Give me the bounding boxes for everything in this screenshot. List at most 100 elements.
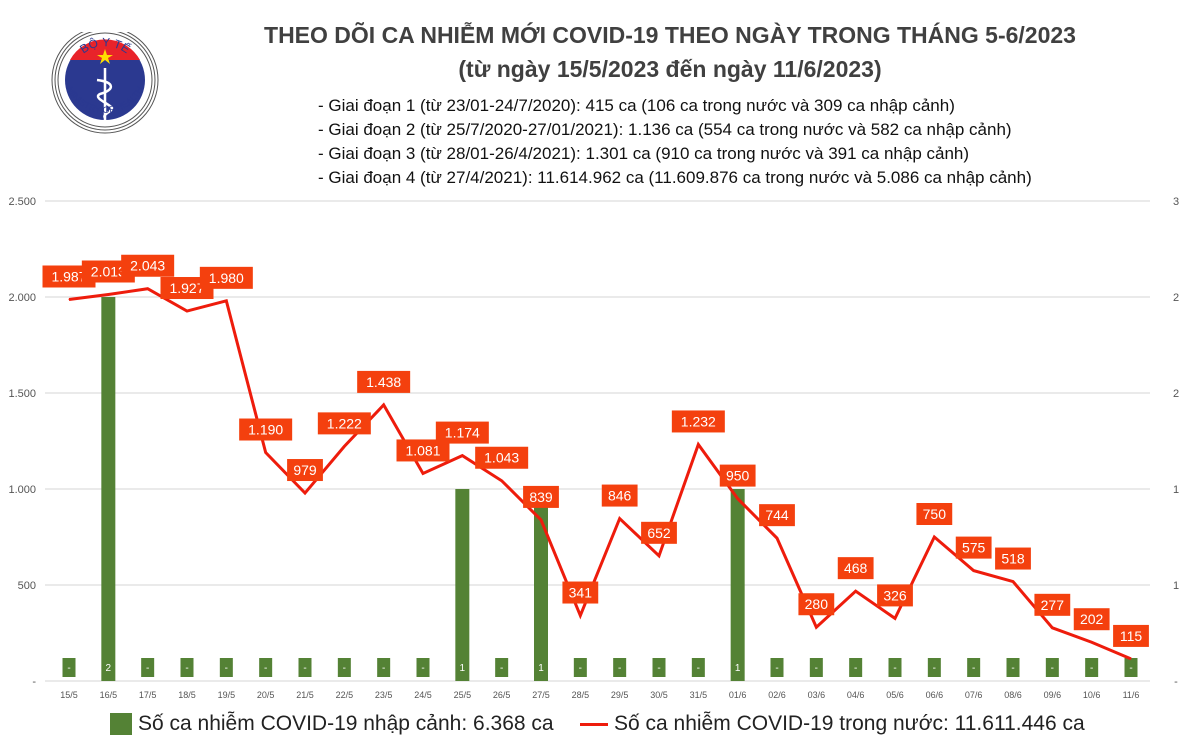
line-point bbox=[265, 452, 267, 454]
bar-label-box bbox=[416, 658, 430, 677]
x-tick-label: 02/6 bbox=[768, 690, 786, 700]
legend-item-domestic: Số ca nhiễm COVID-19 trong nước: 11.611.… bbox=[580, 712, 1085, 736]
data-label: 744 bbox=[765, 507, 789, 523]
line-point bbox=[1051, 627, 1053, 629]
x-tick-label: 16/5 bbox=[100, 690, 118, 700]
bar-label: - bbox=[303, 663, 306, 674]
line-point bbox=[1130, 658, 1132, 660]
data-label-box bbox=[562, 581, 599, 604]
bar-label: - bbox=[500, 663, 503, 674]
chart-title: THEO DÕI CA NHIỄM MỚI COVID-19 THEO NGÀY… bbox=[264, 22, 1076, 48]
data-label-box bbox=[601, 484, 638, 507]
bar bbox=[730, 489, 745, 681]
phase-notes: - Giai đoạn 1 (từ 23/01-24/7/2020): 415 … bbox=[318, 94, 1032, 190]
legend-line-swatch bbox=[580, 722, 608, 726]
y-left-tick-label: 2.000 bbox=[8, 292, 36, 304]
data-label: 2.043 bbox=[130, 258, 165, 274]
data-label-box bbox=[955, 536, 992, 559]
bar-label-box bbox=[101, 658, 115, 677]
data-label: 839 bbox=[529, 489, 553, 505]
x-tick-label: 31/5 bbox=[690, 690, 708, 700]
ministry-of-health-logo: BỘ Y TẾ MINISTRY OF HEALTH bbox=[50, 10, 160, 145]
line-point bbox=[540, 519, 542, 521]
data-label-box bbox=[396, 439, 450, 462]
data-label-box bbox=[719, 464, 756, 487]
data-label: 1.190 bbox=[248, 422, 283, 438]
x-tick-label: 01/6 bbox=[729, 690, 747, 700]
x-tick-label: 17/5 bbox=[139, 690, 157, 700]
bar bbox=[455, 489, 470, 681]
line-point bbox=[343, 445, 345, 447]
line-point bbox=[186, 310, 188, 312]
bar-label: 2 bbox=[106, 663, 112, 674]
phase-note: - Giai đoạn 3 (từ 28/01-26/4/2021): 1.30… bbox=[318, 144, 970, 163]
legend-label: Số ca nhiễm COVID-19 trong nước: 11.611.… bbox=[614, 712, 1085, 735]
bar-label-box bbox=[259, 658, 273, 677]
x-tick-label: 07/6 bbox=[965, 690, 983, 700]
bar-label-box bbox=[652, 658, 666, 677]
data-label: 1.987 bbox=[51, 268, 86, 284]
line-point bbox=[579, 615, 581, 617]
line-point bbox=[501, 480, 503, 482]
y-left-tick-label: 2.500 bbox=[8, 196, 36, 208]
x-tick-label: 22/5 bbox=[336, 690, 354, 700]
bar-label: - bbox=[815, 663, 818, 674]
data-label-box bbox=[759, 504, 795, 527]
data-label: 326 bbox=[883, 587, 907, 603]
bar-label: - bbox=[343, 663, 346, 674]
y-right-tick-label: 1 bbox=[1173, 580, 1179, 592]
bar-label: - bbox=[697, 663, 700, 674]
data-label-box bbox=[239, 418, 293, 441]
line-point bbox=[68, 298, 70, 300]
bar-label-box bbox=[1085, 658, 1099, 677]
data-label: 1.927 bbox=[169, 280, 204, 296]
data-label-box bbox=[837, 557, 874, 580]
legend-label: Số ca nhiễm COVID-19 nhập cảnh: 6.368 ca bbox=[138, 712, 554, 735]
legend-item-imported: Số ca nhiễm COVID-19 nhập cảnh: 6.368 ca bbox=[110, 712, 554, 736]
data-label-box bbox=[798, 593, 835, 616]
data-label: 2.013 bbox=[91, 264, 126, 280]
data-label: 652 bbox=[647, 525, 671, 541]
x-tick-label: 09/6 bbox=[1044, 690, 1062, 700]
bar-label-box bbox=[1045, 658, 1059, 677]
y-right-tick-label: - bbox=[1174, 676, 1178, 688]
bar-label: - bbox=[225, 663, 228, 674]
bar-label: - bbox=[421, 663, 424, 674]
x-tick-label: 10/6 bbox=[1083, 690, 1101, 700]
data-label-box bbox=[199, 266, 253, 289]
bar-label-box bbox=[613, 658, 627, 677]
bar-label: - bbox=[1090, 663, 1093, 674]
bar-label-box bbox=[141, 658, 155, 677]
phase-note: - Giai đoạn 2 (từ 25/7/2020-27/01/2021):… bbox=[318, 120, 1012, 139]
data-label: 1.081 bbox=[405, 442, 440, 458]
x-tick-label: 15/5 bbox=[60, 690, 78, 700]
line-point bbox=[1091, 641, 1093, 643]
data-label-box bbox=[671, 410, 725, 433]
line-point bbox=[855, 590, 857, 592]
line-point bbox=[658, 555, 660, 557]
bar-label-box bbox=[377, 658, 391, 677]
line-point bbox=[422, 472, 424, 474]
data-label: 280 bbox=[805, 596, 829, 612]
line-point bbox=[304, 492, 306, 494]
x-tick-label: 29/5 bbox=[611, 690, 629, 700]
data-label-box bbox=[641, 521, 677, 544]
x-tick-label: 25/5 bbox=[454, 690, 472, 700]
bar-label-box bbox=[731, 658, 745, 677]
data-label: 1.174 bbox=[445, 425, 480, 441]
x-tick-label: 30/5 bbox=[650, 690, 668, 700]
x-tick-label: 26/5 bbox=[493, 690, 511, 700]
y-left-tick-label: - bbox=[32, 676, 36, 688]
bar-label: - bbox=[264, 663, 267, 674]
data-label-box bbox=[1034, 593, 1071, 616]
y-right-tick-label: 2 bbox=[1173, 388, 1179, 400]
x-tick-label: 06/6 bbox=[926, 690, 944, 700]
data-label: 202 bbox=[1080, 611, 1104, 627]
phase-note: - Giai đoạn 1 (từ 23/01-24/7/2020): 415 … bbox=[318, 96, 955, 115]
x-tick-label: 21/5 bbox=[296, 690, 314, 700]
bar-label-box bbox=[1124, 658, 1138, 677]
line-point bbox=[933, 536, 935, 538]
data-label-box bbox=[1073, 608, 1110, 631]
line-point bbox=[894, 617, 896, 619]
